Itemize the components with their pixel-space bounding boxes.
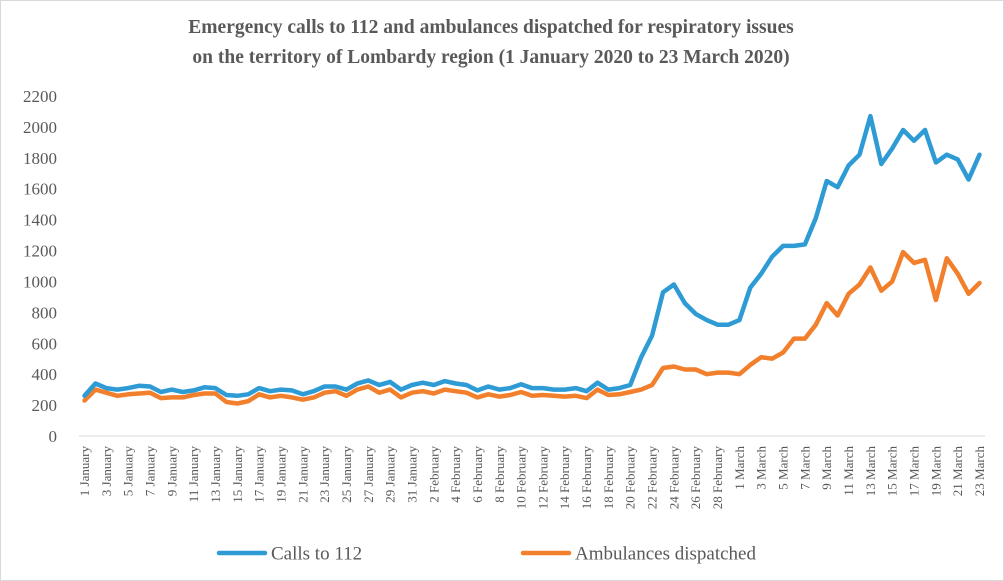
y-tick-label: 1400 bbox=[23, 211, 57, 230]
x-tick-label: 7 March bbox=[797, 446, 812, 490]
x-axis: 1 January 3 January 5 January 7 January 9 Ja… bbox=[77, 446, 987, 510]
x-tick-label: 22 February bbox=[645, 446, 660, 510]
x-tick-label: 1 March bbox=[732, 446, 747, 490]
x-tick-label: 27 January bbox=[361, 446, 376, 503]
y-tick-label: 600 bbox=[32, 334, 58, 353]
x-tick-label: 29 January bbox=[383, 446, 398, 503]
x-tick-label: 11 March bbox=[841, 446, 856, 496]
x-tick-label: 18 February bbox=[601, 446, 616, 510]
y-tick-label: 1200 bbox=[23, 242, 57, 261]
y-tick-label: 2200 bbox=[23, 87, 57, 106]
y-tick-label: 400 bbox=[32, 365, 58, 384]
y-tick-label: 1600 bbox=[23, 180, 57, 199]
x-tick-label: 5 March bbox=[776, 446, 791, 490]
x-tick-label: 1 January bbox=[77, 446, 92, 497]
x-tick-label: 15 March bbox=[885, 446, 900, 497]
y-tick-label: 1800 bbox=[23, 149, 57, 168]
x-tick-label: 19 March bbox=[928, 446, 943, 497]
x-tick-label: 13 March bbox=[863, 446, 878, 497]
y-tick-label: 800 bbox=[32, 303, 58, 322]
legend: Calls to 112 Ambulances dispatched bbox=[216, 544, 756, 565]
x-tick-label: 6 February bbox=[470, 446, 485, 503]
x-tick-label: 21 March bbox=[950, 446, 965, 497]
legend-label-ambulances-dispatched: Ambulances dispatched bbox=[575, 544, 756, 565]
x-tick-label: 20 February bbox=[623, 446, 638, 510]
x-tick-label: 5 January bbox=[121, 446, 136, 497]
x-tick-label: 9 January bbox=[164, 446, 179, 497]
y-tick-label: 1000 bbox=[23, 272, 57, 291]
x-tick-label: 21 January bbox=[295, 446, 310, 503]
x-tick-label: 11 January bbox=[186, 446, 201, 503]
y-tick-label: 2000 bbox=[23, 118, 57, 137]
x-tick-label: 17 January bbox=[252, 446, 267, 503]
y-tick-label: 0 bbox=[49, 427, 58, 446]
x-tick-label: 16 February bbox=[579, 446, 594, 510]
x-tick-label: 14 February bbox=[557, 446, 572, 510]
x-tick-label: 26 February bbox=[688, 446, 703, 510]
x-tick-label: 28 February bbox=[710, 446, 725, 510]
x-tick-label: 23 January bbox=[317, 446, 332, 503]
y-axis: 0 200 400 600 800 1000 1200 1400 1600 1800 2000 220… bbox=[23, 87, 57, 446]
x-tick-label: 3 January bbox=[99, 446, 114, 497]
x-tick-label: 15 January bbox=[230, 446, 245, 503]
chart-title-line-2: on the territory of Lombardy region (1 J… bbox=[192, 47, 789, 68]
chart-title: Emergency calls to 112 and ambulances di… bbox=[188, 17, 794, 68]
x-tick-label: 23 March bbox=[972, 446, 987, 497]
x-tick-label: 31 January bbox=[404, 446, 419, 503]
x-tick-label: 17 March bbox=[907, 446, 922, 497]
x-tick-label: 8 February bbox=[492, 446, 507, 503]
x-tick-label: 2 February bbox=[426, 446, 441, 503]
x-tick-label: 3 March bbox=[754, 446, 769, 490]
series-line-ambulances-dispatched bbox=[82, 249, 982, 406]
x-tick-label: 12 February bbox=[535, 446, 550, 510]
x-tick-label: 7 January bbox=[143, 446, 158, 497]
x-tick-label: 10 February bbox=[514, 446, 529, 510]
series-line-calls-to-112 bbox=[82, 113, 982, 399]
x-tick-label: 13 January bbox=[208, 446, 223, 503]
legend-label-calls-to-112: Calls to 112 bbox=[271, 544, 362, 565]
y-tick-label: 200 bbox=[32, 396, 58, 415]
chart-title-line-1: Emergency calls to 112 and ambulances di… bbox=[188, 17, 794, 38]
x-tick-label: 9 March bbox=[819, 446, 834, 490]
x-tick-label: 24 February bbox=[666, 446, 681, 510]
series-layer bbox=[82, 113, 982, 406]
x-tick-label: 19 January bbox=[273, 446, 288, 503]
x-tick-label: 4 February bbox=[448, 446, 463, 503]
x-tick-label: 25 January bbox=[339, 446, 354, 503]
